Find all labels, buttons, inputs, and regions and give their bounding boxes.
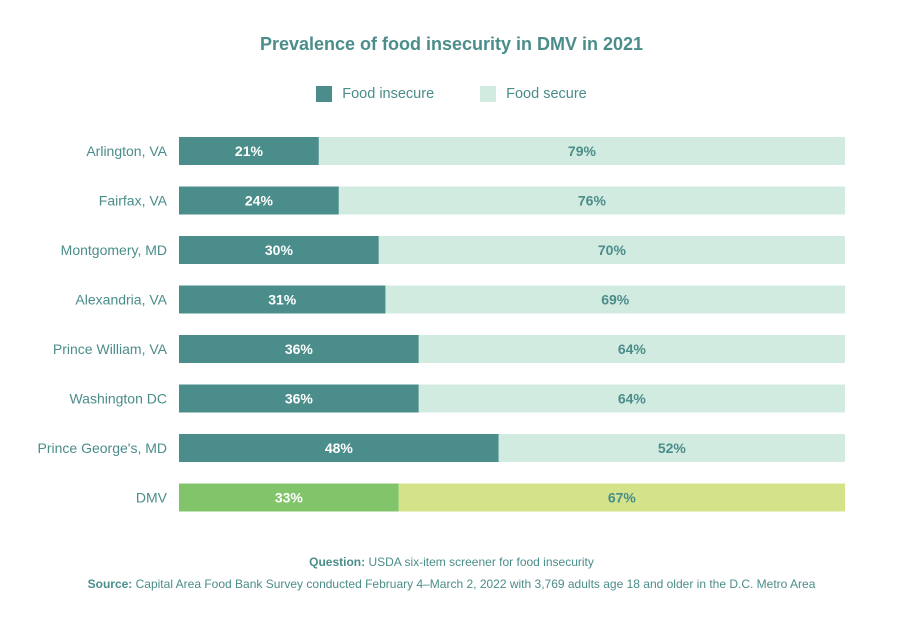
data-label-food-insecure-montgomery-md: 30% [265, 242, 294, 258]
category-label-arlington-va: Arlington, VA [86, 143, 167, 159]
data-label-food-insecure-fairfax-va: 24% [245, 193, 274, 209]
bar-food-insecure-prince-george-s-md [179, 434, 499, 462]
footer-source: Source: Capital Area Food Bank Survey co… [0, 577, 903, 591]
category-label-dmv: DMV [136, 490, 168, 506]
data-label-food-secure-arlington-va: 79% [568, 143, 597, 159]
question-text: USDA six-item screener for food insecuri… [365, 555, 594, 569]
data-label-food-secure-prince-george-s-md: 52% [658, 440, 687, 456]
source-label: Source: [87, 577, 133, 591]
category-label-prince-william-va: Prince William, VA [53, 341, 168, 357]
legend-item-food-secure: Food secure [480, 86, 587, 102]
category-label-alexandria-va: Alexandria, VA [75, 292, 167, 308]
bar-food-insecure-fairfax-va [179, 186, 339, 215]
data-label-food-secure-fairfax-va: 76% [578, 193, 607, 209]
legend-label-food-insecure: Food insecure [342, 86, 435, 102]
data-label-food-secure-alexandria-va: 69% [601, 292, 630, 308]
legend-swatch-food-insecure [316, 86, 333, 102]
legend-label-food-secure: Food secure [506, 86, 587, 102]
source-text: Capital Area Food Bank Survey conducted … [132, 577, 816, 591]
bar-food-secure-prince-william-va [418, 335, 845, 363]
chart-title: Prevalence of food insecurity in DMV in … [259, 34, 644, 54]
bar-food-insecure-arlington-va [179, 137, 319, 165]
bar-food-secure-washington-dc [418, 384, 845, 413]
bar-food-secure-alexandria-va [385, 285, 845, 314]
category-label-montgomery-md: Montgomery, MD [61, 242, 167, 258]
data-label-food-insecure-dmv: 33% [275, 490, 304, 506]
bar-food-secure-dmv [398, 483, 845, 512]
category-label-fairfax-va: Fairfax, VA [99, 193, 168, 209]
bar-food-secure-montgomery-md [378, 236, 845, 264]
bar-food-insecure-montgomery-md [179, 236, 379, 264]
legend-item-food-insecure: Food insecure [316, 86, 434, 102]
data-label-food-secure-dmv: 67% [608, 490, 637, 506]
category-label-prince-george-s-md: Prince George's, MD [38, 440, 168, 456]
bar-food-secure-arlington-va [318, 137, 845, 165]
bar-food-insecure-prince-william-va [179, 335, 419, 363]
data-label-food-secure-washington-dc: 64% [618, 391, 647, 407]
data-label-food-insecure-alexandria-va: 31% [268, 292, 297, 308]
bar-food-insecure-alexandria-va [179, 285, 386, 314]
bar-food-insecure-washington-dc [179, 384, 419, 413]
data-label-food-insecure-prince-william-va: 36% [285, 341, 314, 357]
data-label-food-secure-montgomery-md: 70% [598, 242, 627, 258]
bar-food-secure-prince-george-s-md [498, 434, 845, 462]
legend: Food insecure Food secure [0, 86, 903, 102]
footer-question: Question: USDA six-item screener for foo… [0, 555, 903, 569]
bar-food-insecure-dmv [179, 483, 399, 512]
category-label-washington-dc: Washington DC [69, 391, 167, 407]
bar-food-secure-fairfax-va [338, 186, 845, 215]
question-label: Question: [309, 555, 366, 569]
data-label-food-insecure-prince-george-s-md: 48% [325, 440, 354, 456]
data-label-food-insecure-washington-dc: 36% [285, 391, 314, 407]
legend-swatch-food-secure [480, 86, 497, 102]
data-label-food-insecure-arlington-va: 21% [235, 143, 264, 159]
data-label-food-secure-prince-william-va: 64% [618, 341, 647, 357]
